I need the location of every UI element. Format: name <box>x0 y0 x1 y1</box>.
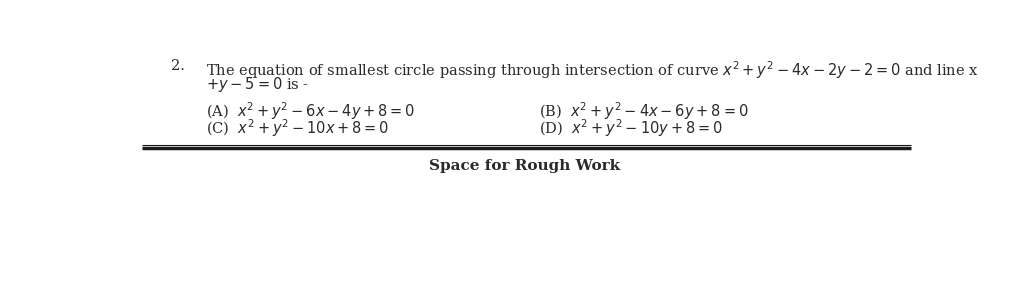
Text: $+y-5=0$ is -: $+y-5=0$ is - <box>206 75 308 94</box>
Text: (D)  $x^2+y^2-10y+8=0$: (D) $x^2+y^2-10y+8=0$ <box>539 117 723 139</box>
Text: (C)  $x^2+y^2-10x+8=0$: (C) $x^2+y^2-10x+8=0$ <box>206 117 389 139</box>
Text: Space for Rough Work: Space for Rough Work <box>429 159 621 173</box>
Text: (B)  $x^2+y^2-4x-6y+8=0$: (B) $x^2+y^2-4x-6y+8=0$ <box>539 100 749 122</box>
Text: 2.: 2. <box>171 59 184 73</box>
Text: (A)  $x^2+y^2-6x-4y+8=0$: (A) $x^2+y^2-6x-4y+8=0$ <box>206 100 415 122</box>
Text: The equation of smallest circle passing through intersection of curve $x^2+y^2-4: The equation of smallest circle passing … <box>206 59 978 81</box>
